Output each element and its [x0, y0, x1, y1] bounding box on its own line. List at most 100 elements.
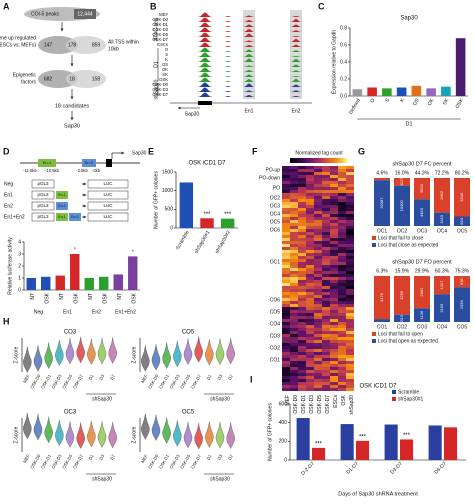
heatmap-cell — [322, 358, 330, 361]
heatmap-cell — [314, 322, 322, 325]
heatmap-cell — [282, 214, 290, 217]
label: ESCs — [157, 42, 168, 47]
chart-title: OSK iCD1 D7 — [188, 161, 226, 167]
heatmap-cell — [330, 262, 338, 265]
heatmap-cell — [282, 286, 290, 289]
heatmap-cell — [290, 190, 298, 193]
heatmap-cell — [290, 349, 298, 352]
heatmap-cell — [282, 256, 290, 259]
heatmap-cell — [306, 337, 314, 340]
y-tick-label: 0 — [284, 457, 287, 463]
heatmap-cell — [322, 211, 330, 214]
heatmap-cell — [330, 346, 338, 349]
heatmap-cell — [298, 190, 306, 193]
heatmap-cell — [346, 280, 354, 283]
heatmap-cell — [314, 370, 322, 373]
heatmap-cell — [338, 382, 346, 385]
heatmap-cell — [306, 289, 314, 292]
heatmap-cell — [346, 181, 354, 184]
heatmap-cell — [330, 388, 338, 391]
bar — [455, 38, 466, 96]
label: OSK-D0 — [293, 395, 299, 414]
heatmap-cell — [290, 376, 298, 379]
heatmap-cell — [346, 319, 354, 322]
label: CO3 — [270, 333, 281, 339]
venn — [66, 36, 106, 54]
heatmap-cell — [330, 286, 338, 289]
heatmap-cell — [290, 250, 298, 253]
heatmap-cell — [290, 271, 298, 274]
heatmap-cell — [322, 247, 330, 250]
heatmap-cell — [290, 193, 298, 196]
heatmap-cell — [290, 286, 298, 289]
heatmap-cell — [282, 349, 290, 352]
panel-letter: G — [358, 146, 365, 156]
heatmap-cell — [338, 232, 346, 235]
track — [170, 67, 312, 72]
heatmap-cell — [322, 289, 330, 292]
heatmap-cell — [282, 316, 290, 319]
heatmap-cell — [314, 253, 322, 256]
heatmap-cell — [282, 370, 290, 373]
heatmap-cell — [290, 247, 298, 250]
bar — [426, 88, 436, 96]
heatmap-cell — [322, 286, 330, 289]
venn — [66, 70, 106, 88]
heatmap-cell — [306, 259, 314, 262]
heatmap-cell — [290, 214, 298, 217]
heatmap-cell — [314, 247, 322, 250]
label: En-1 — [58, 215, 66, 219]
label: OSK-D5 — [152, 32, 168, 37]
heatmap-cell — [314, 184, 322, 187]
heatmap-cell — [330, 178, 338, 181]
label: ESCs — [333, 395, 339, 408]
heatmap-cell — [330, 325, 338, 328]
violin — [194, 423, 203, 450]
heatmap-cell — [298, 250, 306, 253]
heatmap-cell — [290, 235, 298, 238]
chart-title: OC3 — [64, 410, 77, 416]
heatmap-cell — [282, 217, 290, 220]
stacked-bar — [454, 178, 470, 217]
heatmap-cell — [322, 361, 330, 364]
significance: *** — [224, 212, 232, 218]
legend-swatch — [372, 236, 376, 240]
heatmap-cell — [282, 172, 290, 175]
heatmap-cell — [298, 229, 306, 232]
x-tick-label: OK — [427, 97, 436, 107]
heatmap-cell — [290, 244, 298, 247]
heatmap-cell — [314, 376, 322, 379]
y-tick-label: 0.2 — [340, 76, 347, 82]
bar — [312, 447, 326, 460]
x-tick-label: D7 — [109, 453, 116, 461]
heatmap-cell — [282, 211, 290, 214]
heatmap-cell — [282, 367, 290, 370]
heatmap-cell — [282, 346, 290, 349]
heatmap-cell — [330, 319, 338, 322]
heatmap-cell — [314, 208, 322, 211]
bar — [352, 89, 363, 96]
heatmap-cell — [314, 277, 322, 280]
label: LUC — [103, 214, 113, 219]
heatmap-cell — [290, 202, 298, 205]
heatmap-cell — [298, 343, 306, 346]
heatmap-cell — [330, 187, 338, 190]
heatmap-cell — [298, 226, 306, 229]
label: OSK-D1 — [152, 22, 168, 27]
violin — [205, 421, 214, 448]
heatmap-cell — [314, 343, 322, 346]
label: 10kb — [108, 46, 119, 52]
heatmap-cell — [346, 307, 354, 310]
heatmap-cell — [338, 259, 346, 262]
legend-label: Loci that close as expected — [378, 242, 439, 248]
heatmap-cell — [330, 229, 338, 232]
x-axis-label: shSap30 — [210, 476, 230, 482]
stacked-bar — [454, 287, 470, 322]
x-tick-label: K — [399, 97, 406, 103]
heatmap-cell — [290, 337, 298, 340]
shape — [31, 212, 55, 222]
heatmap-cell — [306, 277, 314, 280]
heatmap-cell — [322, 280, 330, 283]
heatmap-cell — [322, 235, 330, 238]
legend-swatch — [392, 390, 396, 394]
